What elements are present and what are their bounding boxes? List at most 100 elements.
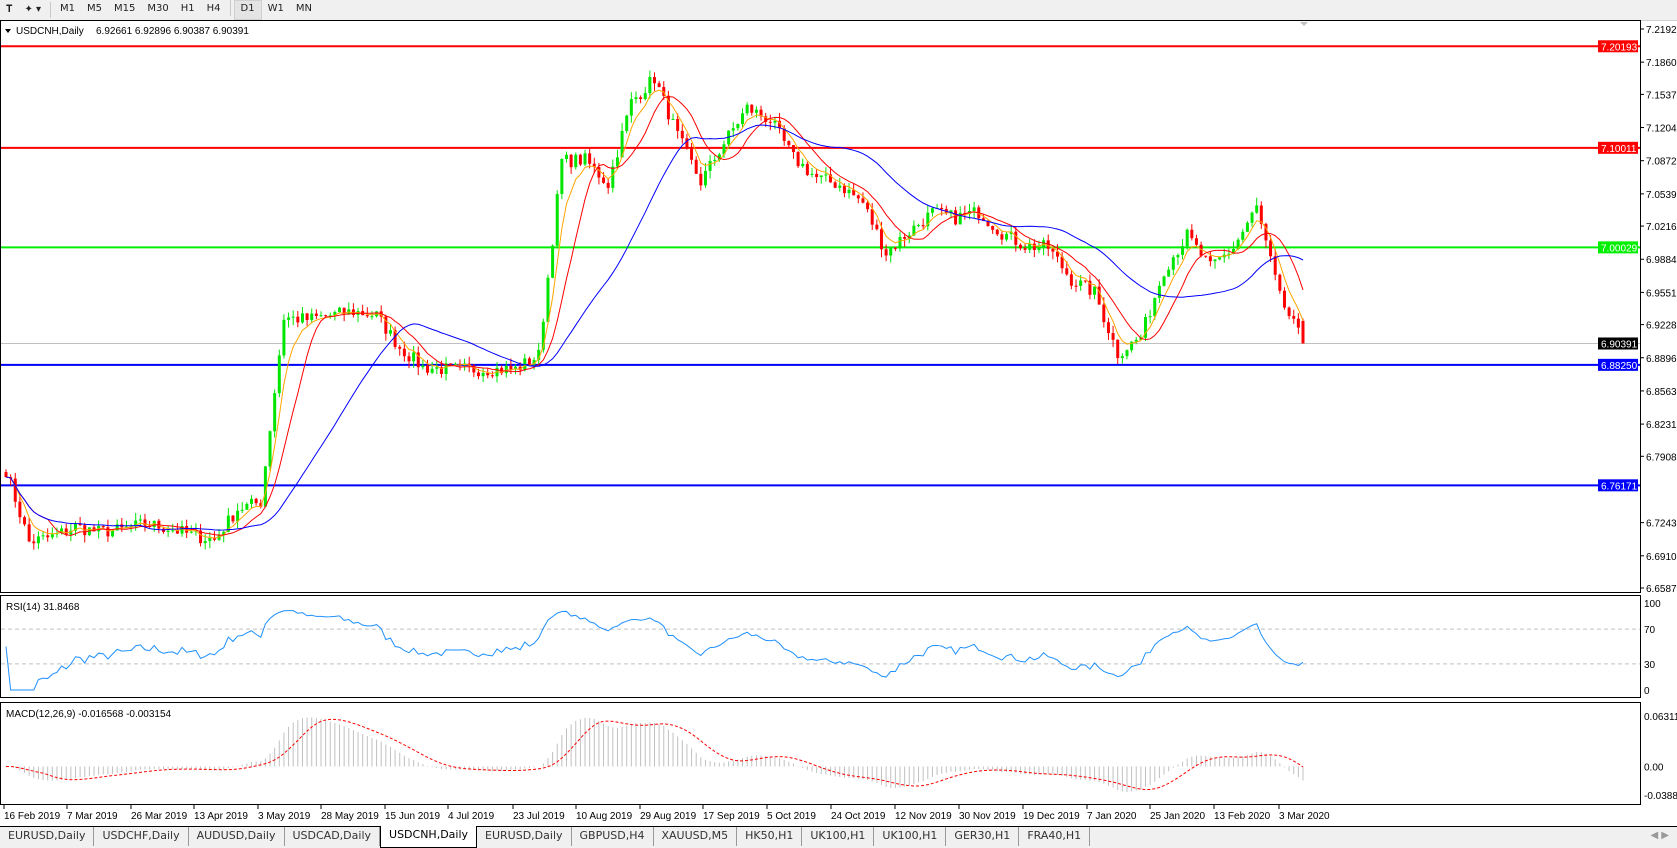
candle-body — [1111, 333, 1115, 340]
candle — [921, 218, 925, 229]
candle — [1194, 234, 1198, 248]
candle-body — [717, 154, 721, 160]
candle-body — [861, 198, 865, 203]
chart-tab[interactable]: FRA40,H1 — [1019, 827, 1091, 846]
candle-body — [319, 315, 323, 317]
candle-body — [259, 503, 263, 507]
candle — [671, 113, 675, 121]
timeframe-h4[interactable]: H4 — [206, 3, 221, 14]
candle — [1176, 253, 1180, 265]
candle — [754, 106, 758, 118]
candle — [1157, 281, 1161, 304]
candle-body — [921, 225, 925, 227]
candle-body — [736, 124, 740, 129]
candle-body — [236, 510, 240, 522]
candle-body — [1273, 256, 1277, 275]
shapes-dropdown-icon[interactable]: ✦ ▾ — [24, 4, 42, 15]
level-price-tag — [1598, 358, 1638, 371]
chart-tab[interactable]: EURUSD,Daily — [0, 827, 95, 846]
candle-body — [643, 93, 647, 100]
candle — [1111, 325, 1115, 348]
candle — [569, 154, 573, 174]
chart-tab[interactable]: HK50,H1 — [737, 827, 803, 846]
candle — [365, 307, 369, 318]
candle-body — [226, 515, 230, 532]
chart-area[interactable]: USDCNH,Daily 6.92661 6.92896 6.90387 6.90… — [0, 20, 1677, 826]
candle — [685, 133, 689, 150]
chart-tab[interactable]: EURUSD,Daily — [477, 827, 572, 846]
candle-body — [926, 212, 930, 227]
candle-body — [18, 501, 22, 518]
candle — [347, 302, 351, 315]
candle — [398, 344, 402, 356]
tab-scroll-arrows-icon[interactable]: ◀ ▶ — [1650, 830, 1669, 841]
rsi-tick-label: 70 — [1644, 625, 1656, 636]
chart-tabs: EURUSD,Daily USDCHF,Daily AUDUSD,Daily USDC… — [0, 826, 1677, 848]
ma-fast-line — [5, 89, 1304, 539]
candle — [1005, 231, 1009, 242]
candle — [240, 502, 244, 514]
candle-body — [328, 315, 332, 317]
candle — [1028, 238, 1032, 254]
candle-body — [490, 375, 494, 377]
toolbar-divider — [50, 2, 52, 18]
timeframe-d1[interactable]: D1 — [233, 0, 262, 20]
chart-shift-marker-icon — [1300, 22, 1308, 26]
text-tool-icon[interactable]: 𝐓 — [6, 4, 13, 15]
chart-tab[interactable]: XAUUSD,M5 — [654, 827, 738, 846]
chart-tab[interactable]: USDCNH,Daily — [380, 826, 478, 848]
candle — [875, 219, 879, 231]
candle — [384, 314, 388, 341]
candle — [208, 532, 212, 549]
candle-body — [277, 355, 281, 394]
chart-tab[interactable]: UK100,H1 — [874, 827, 947, 846]
chart-tab[interactable]: GER30,H1 — [946, 827, 1020, 846]
candle — [1269, 235, 1273, 263]
toolbar-divider — [229, 0, 231, 16]
timeframe-m15[interactable]: M15 — [114, 3, 136, 14]
candle — [1259, 201, 1263, 229]
candle — [1153, 297, 1157, 320]
timeframe-m1[interactable]: M1 — [60, 3, 76, 14]
candle-body — [171, 530, 175, 532]
candle — [745, 102, 749, 116]
chart-tab[interactable]: AUDUSD,Daily — [189, 827, 285, 846]
chart-tab[interactable]: UK100,H1 — [802, 827, 875, 846]
candle-body — [597, 166, 601, 178]
candle — [490, 371, 494, 379]
candle — [1278, 273, 1282, 294]
candle-body — [741, 113, 745, 125]
candle-body — [250, 498, 254, 504]
timeframe-h1[interactable]: H1 — [180, 3, 195, 14]
candle-body — [564, 154, 568, 159]
candle — [23, 515, 27, 527]
candle-body — [1227, 253, 1231, 255]
candle-body — [1208, 256, 1212, 262]
candle-body — [23, 517, 27, 525]
candle-body — [1106, 322, 1110, 334]
price-tick-label: 6.98840 — [1646, 255, 1677, 266]
candle-body — [611, 166, 615, 188]
candle — [1134, 336, 1138, 345]
candle — [1245, 221, 1249, 233]
timeframe-mn[interactable]: MN — [295, 3, 312, 14]
candle-body — [662, 87, 666, 96]
chart-tab[interactable]: GBPUSD,H4 — [572, 827, 654, 846]
candle — [324, 314, 328, 317]
candle-body — [287, 317, 291, 320]
candle-body — [388, 330, 392, 334]
candle-body — [379, 311, 383, 317]
candle-body — [101, 526, 105, 528]
chart-tab[interactable]: USDCAD,Daily — [285, 827, 381, 846]
candle — [13, 472, 17, 508]
timeframe-w1[interactable]: W1 — [267, 3, 284, 14]
candle-body — [365, 315, 369, 317]
macd-tick-label: 0.00 — [1644, 762, 1664, 773]
timeframe-m30[interactable]: M30 — [147, 3, 169, 14]
timeframe-m5[interactable]: M5 — [87, 3, 103, 14]
candle-body — [370, 316, 374, 318]
candle — [926, 204, 930, 231]
candles — [4, 70, 1305, 550]
chart-tab[interactable]: USDCHF,Daily — [94, 827, 189, 846]
candle — [866, 200, 870, 213]
